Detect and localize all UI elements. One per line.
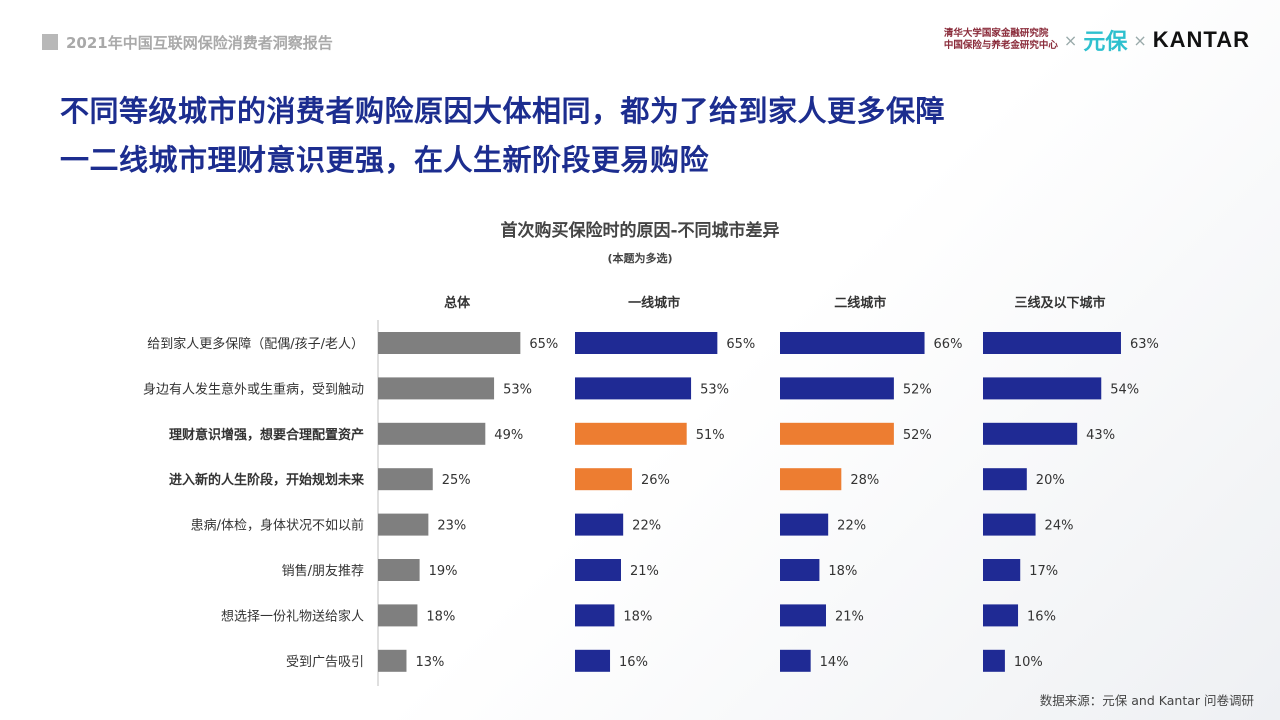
bar [575,377,692,400]
bar [780,604,826,627]
bar [575,604,615,627]
bar [983,604,1019,627]
data-label: 52% [903,428,932,443]
bar [780,377,894,400]
bar [983,422,1078,445]
data-label: 53% [700,382,729,397]
data-label: 43% [1086,428,1115,443]
bar [983,559,1021,581]
data-label: 19% [429,564,458,579]
yuanbao-logo: 元保 [1083,30,1128,55]
bar [378,604,418,627]
data-label: 18% [426,609,455,624]
bar [780,559,820,581]
category-label: 理财意识增强，想要合理配置资产 [169,427,364,443]
bar [780,332,925,354]
data-source: 数据来源：元保 and Kantar 问卷调研 [1039,693,1254,708]
data-label: 16% [619,655,648,670]
data-label: 22% [837,519,866,534]
series-header: 二线城市 [834,295,886,311]
data-label: 65% [529,337,558,352]
times-separator: × [1133,30,1147,50]
category-label: 给到家人更多保障（配偶/孩子/老人） [147,336,364,352]
bar [983,649,1005,672]
data-label: 63% [1130,337,1159,352]
data-label: 23% [437,519,466,534]
data-label: 26% [641,473,670,488]
category-label: 身边有人发生意外或生重病，受到触动 [143,381,364,397]
category-label: 患病/体检，身体状况不如以前 [191,518,364,534]
chart-title: 首次购买保险时的原因-不同城市差异 [500,221,780,241]
bar [780,468,842,491]
data-label: 17% [1029,564,1058,579]
bar [983,468,1027,491]
report-title: 2021年中国互联网保险消费者洞察报告 [66,34,333,52]
headline-line1: 不同等级城市的消费者购险原因大体相同，都为了给到家人更多保障 [60,94,946,128]
bar [575,649,611,672]
bar [575,422,687,445]
data-label: 49% [494,428,523,443]
category-label: 进入新的人生阶段，开始规划未来 [169,472,365,488]
header-square-icon [42,34,58,50]
data-label: 65% [726,337,755,352]
kantar-logo: KANTAR [1152,27,1250,52]
category-label: 受到广告吸引 [286,655,364,670]
bar [575,559,621,581]
data-label: 16% [1027,609,1056,624]
bar [575,513,624,536]
logo-group: 清华大学国家金融研究院 中国保险与养老金研究中心 × 元保 × KANTAR [944,24,1250,56]
bar [378,649,407,672]
bar [378,332,521,354]
institution-logo: 清华大学国家金融研究院 中国保险与养老金研究中心 [944,28,1058,52]
data-label: 22% [632,519,661,534]
series-header: 总体 [444,295,471,311]
bar [780,422,894,445]
data-label: 10% [1014,655,1043,670]
data-label: 51% [696,428,725,443]
category-label: 想选择一份礼物送给家人 [221,608,364,624]
data-label: 14% [820,655,849,670]
data-label: 52% [903,382,932,397]
chart-subtitle: (本题为多选) [607,252,673,265]
bar [575,468,632,491]
series-header: 三线及以下城市 [1014,295,1105,311]
category-label: 销售/朋友推荐 [282,563,364,579]
data-label: 24% [1045,519,1074,534]
bar [378,377,495,400]
data-label: 20% [1036,473,1065,488]
bar [378,559,420,581]
bar [983,377,1102,400]
data-label: 13% [415,655,444,670]
data-label: 25% [442,473,471,488]
data-label: 54% [1110,382,1139,397]
data-label: 66% [934,337,963,352]
headline-line2: 一二线城市理财意识更强，在人生新阶段更易购险 [60,143,710,177]
data-label: 18% [828,564,857,579]
data-label: 21% [630,564,659,579]
data-label: 28% [850,473,879,488]
bar [575,332,718,354]
times-separator: × [1063,30,1078,50]
bar [378,468,433,491]
institution-line1: 清华大学国家金融研究院 [943,28,1049,39]
institution-line2: 中国保险与养老金研究中心 [943,40,1058,51]
bar [378,422,486,445]
bar [780,649,811,672]
bar [378,513,429,536]
bar [983,332,1121,354]
series-header: 一线城市 [628,295,680,311]
data-label: 21% [835,609,864,624]
bar [780,513,829,536]
data-label: 53% [503,382,532,397]
data-label: 18% [623,609,652,624]
bar [983,513,1036,536]
